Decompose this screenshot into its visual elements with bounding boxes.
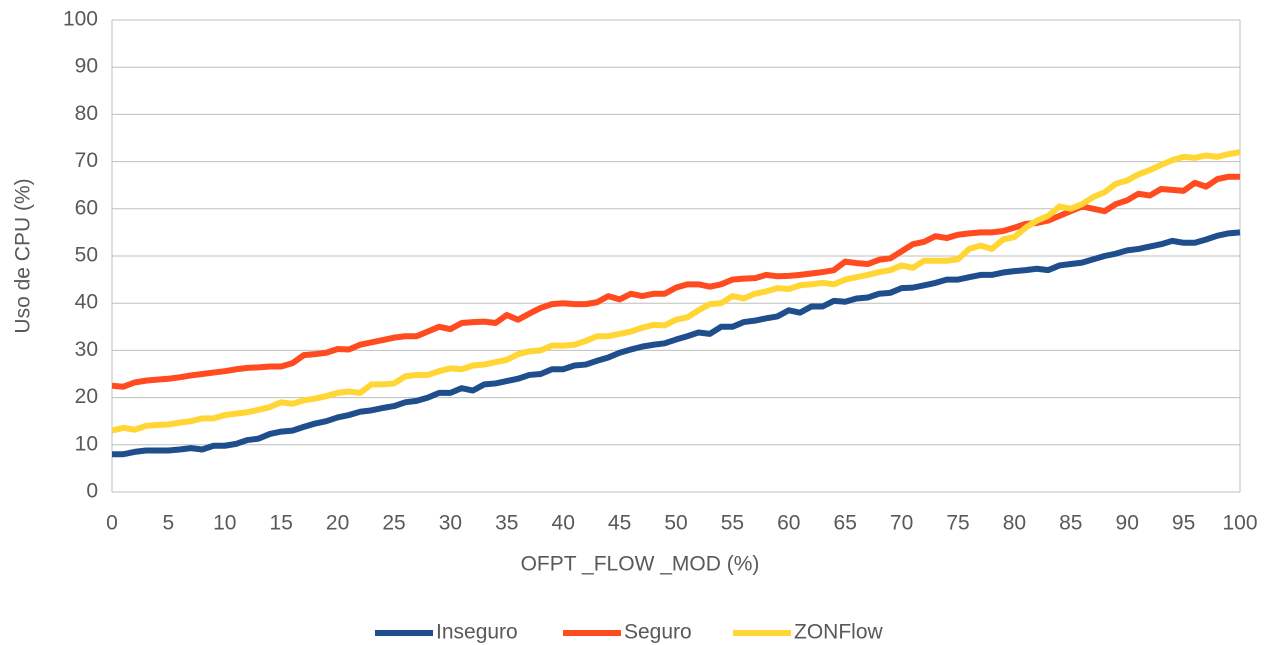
y-tick-label: 30 bbox=[75, 338, 98, 361]
y-tick-label: 90 bbox=[75, 55, 98, 78]
y-tick-label: 70 bbox=[75, 149, 98, 172]
y-axis-label: Uso de CPU (%) bbox=[12, 178, 35, 333]
y-tick-label: 50 bbox=[75, 244, 98, 267]
legend-label: ZONFlow bbox=[794, 621, 884, 644]
x-tick-label: 40 bbox=[552, 512, 575, 535]
series-line bbox=[111, 149, 1241, 434]
x-tick-label: 90 bbox=[1116, 512, 1139, 535]
x-tick-label: 15 bbox=[270, 512, 293, 535]
x-tick-label: 55 bbox=[721, 512, 744, 535]
y-tick-label: 0 bbox=[86, 480, 98, 503]
x-tick-label: 5 bbox=[163, 512, 175, 535]
y-tick-label: 40 bbox=[75, 291, 98, 314]
series-line bbox=[111, 173, 1240, 390]
series-line bbox=[112, 229, 1241, 458]
x-tick-label: 75 bbox=[946, 512, 969, 535]
x-tick-label: 45 bbox=[608, 512, 631, 535]
x-tick-label: 35 bbox=[495, 512, 518, 535]
x-tick-label: 0 bbox=[106, 512, 118, 535]
x-tick-label: 85 bbox=[1059, 512, 1082, 535]
x-tick-label: 60 bbox=[777, 512, 800, 535]
y-tick-label: 100 bbox=[63, 8, 98, 31]
y-tick-label: 20 bbox=[75, 385, 98, 408]
x-tick-label: 70 bbox=[890, 512, 913, 535]
x-tick-label: 50 bbox=[664, 512, 687, 535]
legend-label: Inseguro bbox=[436, 621, 518, 644]
x-tick-label: 100 bbox=[1222, 512, 1257, 535]
x-tick-label: 10 bbox=[213, 512, 236, 535]
x-tick-label: 25 bbox=[382, 512, 405, 535]
x-tick-label: 30 bbox=[439, 512, 462, 535]
x-axis-label: OFPT _FLOW _MOD (%) bbox=[521, 553, 760, 576]
y-tick-label: 10 bbox=[75, 432, 98, 455]
x-tick-label: 20 bbox=[326, 512, 349, 535]
x-tick-label: 80 bbox=[1003, 512, 1026, 535]
y-tick-label: 80 bbox=[75, 102, 98, 125]
x-tick-label: 95 bbox=[1172, 512, 1195, 535]
y-tick-label: 60 bbox=[75, 196, 98, 219]
x-tick-label: 65 bbox=[834, 512, 857, 535]
legend-label: Seguro bbox=[624, 621, 692, 644]
